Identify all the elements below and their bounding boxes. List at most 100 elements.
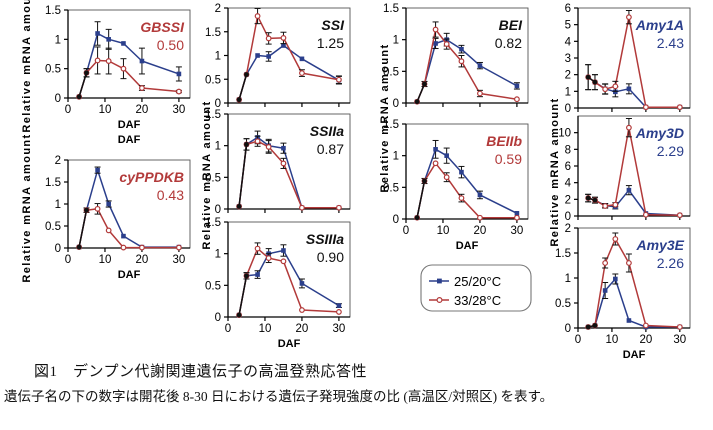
marker-SSI-0-4	[281, 43, 286, 48]
y-axis-label-col3: Relative mRNA amount	[379, 43, 391, 192]
marker-GBSSI-0-3	[106, 37, 111, 42]
marker-SSIIIa-1-3	[265, 255, 272, 262]
marker-Amy1A-1-4	[626, 14, 632, 21]
marker-BEIIb-0-3	[444, 153, 449, 158]
y-tick-label-BEI-3: 1.5	[383, 3, 399, 15]
y-tick-label-cyPPDKB-2: 1	[55, 199, 61, 211]
x-tick-label-cyPPDKB-0: 0	[65, 254, 71, 266]
gene-name-Amy3E: Amy3E	[636, 237, 685, 253]
panel-Amy1A: 0 1 2 3 4 5 6 Amy1A 2.43	[565, 3, 691, 115]
marker-BEIIb-1-3	[443, 174, 450, 181]
caption-note: 遺伝子名の下の数字は開花後 8-30 日における遺伝子発現強度の比 (高温区/対…	[4, 389, 554, 404]
marker-SSI-0-2	[255, 53, 260, 58]
marker-BEI-1-2	[432, 26, 439, 33]
common-segment-Amy1A	[587, 76, 596, 83]
x-axis-label-BEIIb: DAF	[456, 240, 479, 252]
marker-GBSSI-0-6	[176, 71, 182, 77]
x-tick-label-SSIIIa-0: 0	[225, 323, 231, 335]
marker-BEI-1-3	[443, 41, 450, 47]
marker-BEIIb-1-5	[477, 214, 483, 221]
series-line-GBSSI-1	[78, 59, 179, 98]
y-tick-label-BEI-2: 1	[393, 35, 399, 47]
common-segment-Amy3E	[588, 324, 596, 328]
marker-BEI-0-6	[514, 83, 520, 89]
marker-Amy1A-1-2	[602, 86, 609, 93]
y-tick-label-Amy1A-1: 1	[565, 86, 571, 98]
y-tick-label-SSIIIa-3: 1.5	[205, 217, 221, 229]
x-axis-label-SSIIIa: DAF	[278, 338, 301, 350]
marker-GBSSI-0-2	[95, 31, 100, 36]
x-tick-label-SSIIIa-1: 10	[259, 323, 272, 335]
gene-ratio-cyPPDKB: 0.43	[157, 187, 184, 203]
series-line-cyPPDKB-1	[78, 208, 179, 249]
legend-marker-1	[436, 297, 443, 304]
marker-GBSSI-1-6	[176, 88, 182, 95]
legend-marker-0	[437, 278, 442, 284]
y-tick-label-SSIIIa-0: 0	[215, 312, 221, 324]
marker-SSIIIa-1-2	[254, 245, 261, 252]
panel-Amy3D: 0 2 4 6 8 10 Amy3D 2.29	[558, 115, 691, 223]
marker-SSI-1-3	[265, 35, 272, 42]
series-line-SSI-0	[238, 44, 340, 100]
marker-BEIIb-0-2	[433, 147, 438, 152]
marker-common-Amy3D-1	[592, 197, 598, 203]
marker-BEI-1-6	[514, 96, 520, 103]
marker-BEIIb-1-4	[458, 195, 465, 202]
panel-SSIIa: 0 0.5 1 1.5 SSIIa 0.87	[205, 109, 351, 216]
y-tick-label-SSI-4: 2	[215, 3, 221, 15]
common-segment-BEI	[416, 83, 426, 103]
marker-Amy1A-1-5	[642, 104, 649, 111]
gene-name-GBSSI: GBSSI	[140, 19, 185, 35]
marker-Amy3E-1-5	[642, 322, 649, 329]
marker-SSI-0-3	[266, 54, 271, 59]
x-tick-label-cyPPDKB-3: 30	[173, 254, 186, 266]
y-tick-label-cyPPDKB-0: 0	[55, 243, 61, 255]
panel-BEIIb: 0 0.5 1 1.5 0 10 20 30 DAF BEIIb 0.59	[383, 119, 529, 252]
marker-Amy3E-1-3	[612, 236, 619, 242]
common-segment-SSIIa	[238, 144, 248, 207]
y-axis-label-col1-top: Relative mRNA amount	[21, 0, 33, 133]
y-tick-label-BEI-1: 0.5	[383, 66, 399, 78]
y-axis-label-col2: Relative mRNA amount	[201, 100, 213, 249]
marker-Amy3E-1-2	[602, 260, 609, 266]
legend-label-1: 33/28°C	[454, 293, 501, 308]
x-tick-label-GBSSI-0: 0	[65, 104, 71, 116]
panel-SSIIIa: 0 0.5 1 1.5 0 10 20 30 DAF SSIIIa 0.90	[205, 217, 351, 350]
x-tick-label-GBSSI-1: 10	[99, 104, 112, 116]
x-tick-label-cyPPDKB-1: 10	[99, 254, 112, 266]
y-tick-label-Amy1A-4: 4	[565, 36, 572, 48]
marker-Amy3D-1-4	[626, 124, 632, 131]
x-tick-label-BEIIb-2: 20	[474, 225, 487, 237]
y-tick-label-GBSSI-1: 0.5	[45, 64, 61, 76]
marker-SSIIa-0-4	[281, 145, 286, 151]
gene-ratio-Amy3E: 2.26	[657, 255, 684, 271]
marker-GBSSI-1-3	[105, 58, 112, 64]
gene-ratio-BEIIb: 0.59	[495, 151, 522, 167]
gene-name-Amy3D: Amy3D	[635, 125, 684, 141]
marker-BEIIb-1-6	[514, 214, 520, 221]
y-tick-label-GBSSI-2: 1	[55, 34, 61, 46]
y-tick-label-SSIIa-1: 0.5	[205, 172, 221, 184]
y-tick-label-SSIIa-3: 1.5	[205, 109, 221, 121]
x-tick-label-SSIIIa-3: 30	[333, 323, 346, 335]
marker-BEIIb-0-6	[514, 211, 520, 216]
series-line-Amy1A-0	[587, 76, 680, 108]
y-tick-label-SSIIa-0: 0	[215, 204, 221, 216]
marker-BEIIb-0-4	[459, 169, 464, 175]
marker-SSIIa-1-3	[265, 144, 272, 150]
y-tick-label-SSIIIa-2: 1	[215, 249, 221, 261]
figure-caption: 図1 デンプン代謝関連遺伝子の高温登熟応答性 遺伝子名の下の数字は開花後 8-3…	[0, 360, 713, 405]
legend-label-0: 25/20°C	[454, 274, 501, 289]
marker-Amy3D-1-3	[612, 201, 619, 208]
y-tick-label-BEIIb-1: 0.5	[383, 182, 399, 194]
marker-SSIIIa-1-5	[299, 307, 305, 313]
common-segment-SSI	[238, 74, 248, 100]
x-tick-label-cyPPDKB-2: 20	[136, 254, 149, 266]
y-tick-label-Amy3D-3: 6	[565, 161, 571, 173]
panel-BEI: 0 0.5 1 1.5 BEI 0.82	[383, 3, 529, 110]
y-tick-label-SSI-1: 0.5	[205, 74, 221, 86]
series-line-Amy3D-0	[587, 189, 680, 216]
